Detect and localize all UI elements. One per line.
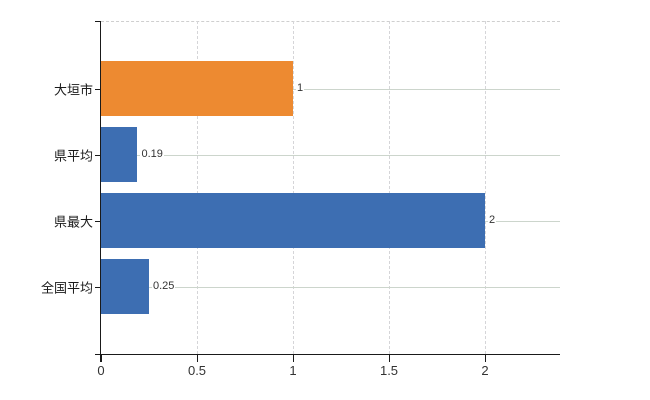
y-axis — [100, 21, 101, 362]
v-gridline — [485, 21, 486, 354]
category-label: 全国平均 — [40, 280, 93, 295]
x-tick-label: 1.5 — [379, 363, 399, 378]
x-tick — [197, 354, 198, 362]
bars-layer: 1 0.19 2 0.25 — [101, 21, 560, 354]
bar-3 — [101, 259, 149, 314]
x-tick — [101, 354, 102, 362]
value-label: 0.19 — [140, 147, 164, 161]
x-tick — [485, 354, 486, 362]
h-gridline — [101, 88, 560, 90]
y-axis-top-tick — [95, 21, 101, 22]
value-label: 2 — [488, 213, 497, 227]
x-tick-label: 0 — [97, 363, 105, 378]
bar-1 — [101, 127, 138, 182]
x-tick — [389, 354, 390, 362]
category-tick — [95, 88, 101, 90]
category-label: 県平均 — [53, 148, 93, 163]
category-tick — [95, 154, 101, 156]
x-axis — [95, 354, 560, 355]
bar-2 — [101, 193, 485, 248]
category-tick — [95, 286, 101, 288]
v-gridline — [197, 21, 198, 354]
category-label: 大垣市 — [53, 82, 93, 97]
h-gridline — [101, 154, 560, 156]
x-tick-label: 1 — [289, 363, 297, 378]
x-tick-label: 2 — [481, 363, 489, 378]
plot-top-border — [101, 21, 560, 22]
value-label: 1 — [296, 81, 305, 95]
bar-0 — [101, 61, 293, 116]
v-gridline — [293, 21, 294, 354]
category-tick — [95, 220, 101, 222]
v-gridline — [389, 21, 390, 354]
x-tick-label: 0.5 — [187, 363, 207, 378]
value-label: 0.25 — [152, 279, 176, 293]
x-tick — [293, 354, 294, 362]
category-label: 県最大 — [53, 214, 93, 229]
h-gridline — [101, 286, 560, 288]
